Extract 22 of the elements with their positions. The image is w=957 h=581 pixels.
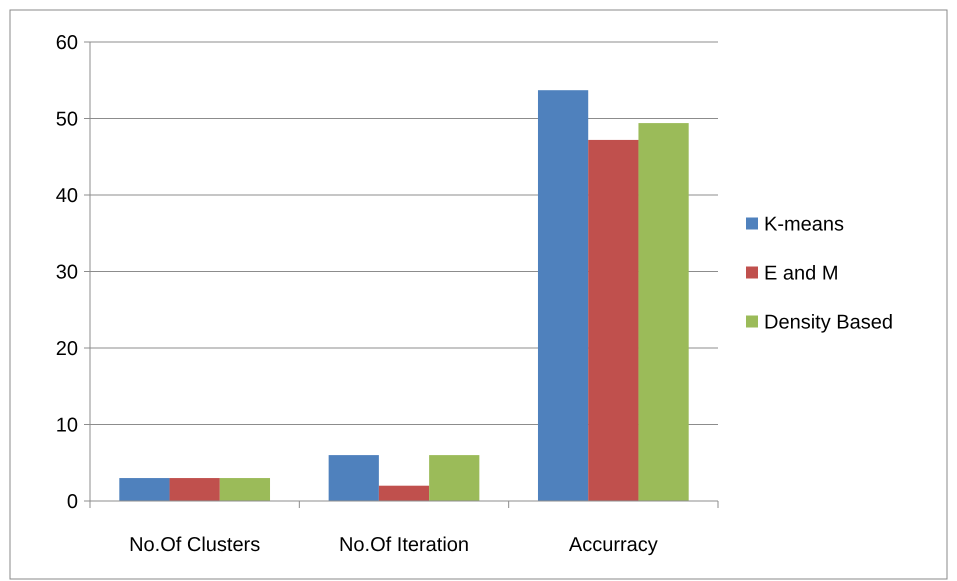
bar	[538, 90, 588, 501]
x-tick-label: No.Of Clusters	[129, 534, 260, 556]
bar	[220, 478, 270, 501]
bar	[119, 478, 170, 501]
y-tick-label: 30	[56, 262, 78, 284]
bar	[170, 478, 220, 501]
y-tick-label: 50	[56, 108, 78, 130]
legend-label: Density Based	[764, 312, 893, 334]
y-tick-label: 20	[56, 338, 78, 360]
bar	[429, 455, 480, 501]
y-tick-label: 40	[56, 185, 78, 207]
y-tick-label: 0	[66, 491, 78, 513]
bar	[328, 455, 379, 501]
x-tick-label: No.Of Iteration	[338, 534, 470, 556]
legend-label: K-means	[764, 214, 844, 236]
bar	[588, 140, 638, 501]
bar	[378, 486, 430, 501]
x-tick-label: Accurracy	[568, 534, 658, 556]
bar	[638, 123, 689, 501]
y-tick-label: 60	[56, 32, 78, 54]
legend-label: E and M	[764, 262, 838, 284]
y-tick-label: 10	[56, 414, 78, 436]
